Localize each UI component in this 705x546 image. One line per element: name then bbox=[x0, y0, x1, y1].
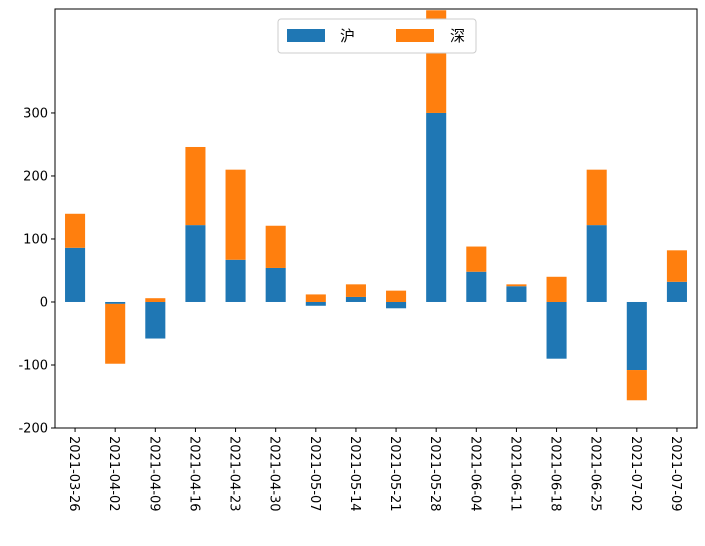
legend-label-shen: 深 bbox=[450, 27, 465, 45]
x-tick-label: 2021-04-30 bbox=[267, 436, 282, 512]
y-tick-label: 300 bbox=[23, 106, 48, 121]
legend-swatch-hu bbox=[287, 29, 325, 42]
bar-shen-2021-06-11 bbox=[506, 284, 527, 287]
bar-shen-2021-07-09 bbox=[666, 250, 687, 282]
bar-shen-2021-06-18 bbox=[546, 276, 567, 302]
y-tick-label: -200 bbox=[18, 422, 48, 437]
y-axis: -200 -100 0 100 200 300 bbox=[18, 106, 55, 437]
x-tick-label: 2021-05-28 bbox=[427, 436, 442, 512]
bar-shen-2021-05-14 bbox=[345, 284, 366, 297]
bar-hu-2021-06-04 bbox=[466, 271, 487, 302]
bar-hu-2021-03-26 bbox=[65, 247, 86, 302]
bar-shen-2021-04-02 bbox=[105, 303, 126, 364]
x-tick-label: 2021-06-04 bbox=[467, 436, 482, 512]
bar-hu-2021-05-07 bbox=[305, 301, 326, 306]
bar-shen-2021-05-07 bbox=[305, 294, 326, 302]
bars-layer bbox=[65, 10, 687, 401]
bar-shen-2021-04-16 bbox=[185, 146, 206, 226]
bar-shen-2021-06-25 bbox=[586, 169, 607, 226]
x-tick-label: 2021-07-09 bbox=[668, 436, 683, 512]
x-tick-label: 2021-04-02 bbox=[106, 436, 121, 512]
bar-shen-2021-05-21 bbox=[386, 290, 407, 302]
x-tick-label: 2021-07-02 bbox=[628, 436, 643, 512]
legend: 沪 深 bbox=[277, 18, 477, 54]
bar-shen-2021-04-23 bbox=[225, 169, 246, 260]
bar-hu-2021-05-21 bbox=[386, 301, 407, 309]
x-tick-label: 2021-06-25 bbox=[588, 436, 603, 512]
bar-hu-2021-06-11 bbox=[506, 286, 527, 302]
bar-shen-2021-04-30 bbox=[265, 225, 286, 268]
bar-hu-2021-05-28 bbox=[426, 112, 447, 302]
x-axis: 2021-03-26 2021-04-02 2021-04-09 2021-04-16… bbox=[66, 428, 683, 512]
bar-shen-2021-04-09 bbox=[145, 298, 166, 302]
x-tick-label: 2021-04-09 bbox=[146, 436, 161, 512]
bar-hu-2021-07-09 bbox=[666, 281, 687, 302]
x-tick-label: 2021-06-18 bbox=[548, 436, 563, 512]
bar-shen-2021-06-04 bbox=[466, 246, 487, 272]
legend-box bbox=[277, 18, 477, 54]
x-tick-label: 2021-05-07 bbox=[307, 436, 322, 512]
x-tick-label: 2021-06-11 bbox=[507, 436, 522, 512]
bar-hu-2021-04-09 bbox=[145, 301, 166, 339]
plot-frame bbox=[54, 8, 698, 429]
x-tick-label: 2021-04-16 bbox=[186, 436, 201, 512]
bar-shen-2021-07-02 bbox=[626, 370, 647, 401]
bar-hu-2021-07-02 bbox=[626, 301, 647, 371]
legend-label-hu: 沪 bbox=[340, 27, 355, 45]
bar-hu-2021-06-25 bbox=[586, 225, 607, 302]
bar-shen-2021-03-26 bbox=[65, 213, 86, 248]
y-tick-label: 0 bbox=[40, 295, 48, 310]
bar-hu-2021-04-02 bbox=[105, 301, 126, 304]
bar-hu-2021-04-16 bbox=[185, 225, 206, 302]
x-tick-label: 2021-05-14 bbox=[347, 436, 362, 512]
x-tick-label: 2021-04-23 bbox=[227, 436, 242, 512]
bar-hu-2021-04-30 bbox=[265, 267, 286, 302]
x-tick-label: 2021-05-21 bbox=[387, 436, 402, 512]
y-tick-label: -100 bbox=[18, 358, 48, 373]
x-tick-label: 2021-03-26 bbox=[66, 436, 81, 512]
bar-hu-2021-04-23 bbox=[225, 259, 246, 302]
y-tick-label: 100 bbox=[23, 232, 48, 247]
legend-swatch-shen bbox=[396, 29, 434, 42]
bar-hu-2021-06-18 bbox=[546, 301, 567, 359]
bar-hu-2021-05-14 bbox=[345, 296, 366, 302]
y-tick-label: 200 bbox=[23, 169, 48, 184]
